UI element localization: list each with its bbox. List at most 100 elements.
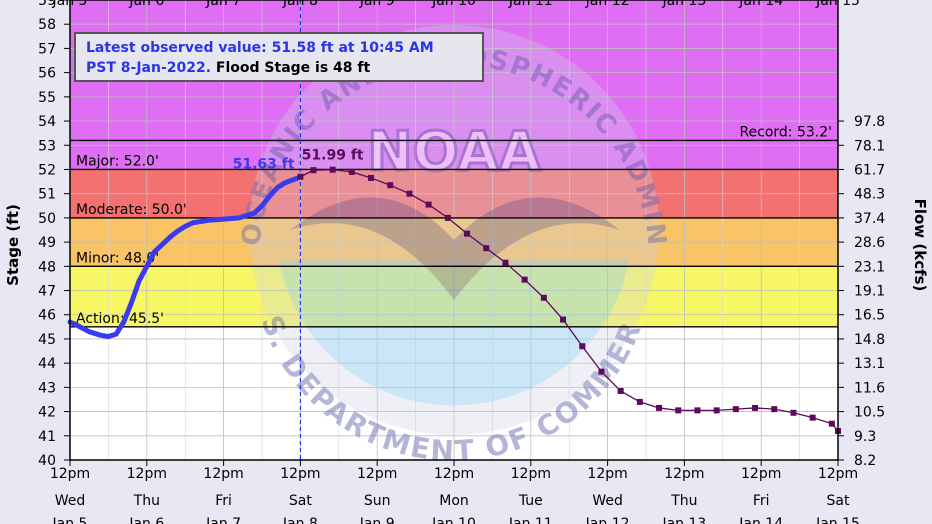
y2-tick-label: 14.8	[854, 332, 885, 348]
x-tick-date: Jan 15	[815, 516, 860, 524]
threshold-label: Action: 45.5'	[76, 311, 164, 327]
forecast-point	[656, 404, 663, 411]
y2-tick-label: 37.4	[854, 211, 885, 227]
x-tick-day: Thu	[133, 493, 160, 509]
y-tick-label: 58	[38, 17, 56, 33]
y-tick-label: 50	[38, 211, 56, 227]
top-date-label: Jan 10	[431, 0, 476, 9]
y-axis-left: 40 41 42 43 44 45 46 47 48 49 50 51 52 53 54 55 56 57 58 59	[38, 0, 70, 469]
y-tick-label: 46	[38, 308, 56, 324]
x-tick-time: 12pm	[127, 466, 167, 482]
y-tick-label: 45	[38, 332, 56, 348]
y-tick-label: 42	[38, 405, 56, 421]
top-date-label: Jan 6	[128, 0, 164, 9]
y2-tick-label: 28.6	[854, 235, 885, 251]
latest-observation-box: Latest observed value: 51.58 ft at 10:45…	[74, 32, 484, 82]
x-tick-date: Jan 6	[128, 516, 164, 524]
forecast-point	[310, 167, 317, 174]
top-date-label: Jan 14	[738, 0, 783, 9]
flood-stage-text: Flood Stage is 48 ft	[215, 60, 371, 76]
noaa-watermark-ring	[249, 25, 659, 435]
forecast-point	[387, 182, 394, 189]
forecast-point	[713, 407, 720, 414]
top-date-label: Jan 5	[52, 0, 88, 9]
x-tick-day: Sun	[364, 493, 391, 509]
threshold-label: Minor: 48.0'	[76, 250, 159, 266]
latest-observation-date: PST 8-Jan-2022.	[86, 60, 212, 76]
x-tick-day: Tue	[518, 493, 543, 509]
x-tick-day: Wed	[592, 493, 623, 509]
forecast-point	[752, 404, 759, 411]
forecast-point	[579, 343, 586, 350]
y2-tick-label: 97.8	[854, 114, 885, 130]
forecast-point	[560, 316, 567, 323]
y2-tick-label: 11.6	[854, 380, 885, 396]
x-tick-date: Jan 14	[738, 516, 783, 524]
top-date-label: Jan 8	[282, 0, 318, 9]
x-tick-time: 12pm	[511, 466, 551, 482]
threshold-label: Major: 52.0'	[76, 153, 159, 169]
x-tick-time: 12pm	[587, 466, 627, 482]
y-tick-label: 52	[38, 162, 56, 178]
y-tick-label: 47	[38, 284, 56, 300]
forecast-point	[425, 201, 432, 208]
x-tick-time: 12pm	[280, 466, 320, 482]
gridlines	[69, 0, 839, 461]
y2-tick-label: 19.1	[854, 284, 885, 300]
y2-tick-label: 78.1	[854, 138, 885, 154]
top-date-label: Jan 15	[815, 0, 860, 9]
noaa-watermark-gull	[290, 197, 620, 300]
latest-observation-line2: PST 8-Jan-2022. Flood Stage is 48 ft	[86, 58, 472, 78]
noaa-watermark-center: NOAA	[367, 120, 540, 183]
forecast-point	[348, 168, 355, 175]
y-axis-right: 8.2 9.3 10.5 11.6 13.1 14.8 16.5 19.1 23.1 28.6 37…	[838, 114, 885, 469]
y-tick-label: 44	[38, 356, 56, 372]
forecast-point	[521, 276, 528, 283]
x-tick-date: Jan 10	[431, 516, 476, 524]
forecast-point	[329, 166, 336, 173]
x-tick-time: 12pm	[434, 466, 474, 482]
forecast-series-line	[300, 169, 839, 432]
y-tick-label: 53	[38, 138, 56, 154]
y-tick-label: 59	[38, 0, 56, 9]
x-tick-time: 12pm	[741, 466, 781, 482]
y-tick-label: 49	[38, 235, 56, 251]
x-axis: 12pm Wed Jan 5 12pm Thu Jan 6 12pm Fri Jan 7 12pm…	[50, 460, 860, 524]
x-tick-day: Fri	[753, 493, 770, 509]
top-date-axis: Jan 5 Jan 6 Jan 7 Jan 8 Jan 9 Jan 10 Jan 11 Jan…	[52, 0, 860, 9]
y-tick-label: 51	[38, 187, 56, 203]
y2-tick-label: 16.5	[854, 308, 885, 324]
forecast-point	[368, 174, 375, 181]
forecast-point	[464, 230, 471, 237]
x-tick-day: Sat	[827, 493, 850, 509]
observed-series-line	[67, 175, 300, 340]
y-tick-label: 40	[38, 453, 56, 469]
x-tick-day: Thu	[670, 493, 697, 509]
x-tick-day: Mon	[439, 493, 469, 509]
x-tick-time: 12pm	[50, 466, 90, 482]
forecast-point	[828, 420, 835, 427]
x-tick-date: Jan 9	[359, 516, 395, 524]
y2-tick-label: 13.1	[854, 356, 885, 372]
x-tick-time: 12pm	[357, 466, 397, 482]
x-tick-time: 12pm	[203, 466, 243, 482]
x-tick-date: Jan 8	[282, 516, 318, 524]
y2-tick-label: 61.7	[854, 162, 885, 178]
y2-tick-label: 23.1	[854, 259, 885, 275]
peak-labels: 51.63 ft 51.99 ft	[233, 148, 364, 173]
y2-tick-label: 48.3	[854, 187, 885, 203]
x-tick-day: Sat	[289, 493, 312, 509]
forecast-peak-label: 51.99 ft	[302, 148, 364, 164]
forecast-point	[540, 294, 547, 301]
observed-peak-label: 51.63 ft	[233, 156, 295, 172]
forecast-point	[617, 388, 624, 394]
series-lines	[67, 166, 841, 434]
forecast-point	[809, 414, 816, 421]
top-date-label: Jan 12	[585, 0, 630, 9]
y-tick-label: 56	[38, 66, 56, 82]
y-axis-title: Stage (ft)	[4, 204, 22, 286]
top-date-label: Jan 7	[205, 0, 241, 9]
x-tick-time: 12pm	[664, 466, 704, 482]
forecast-point	[636, 398, 643, 405]
y2-tick-label: 10.5	[854, 405, 885, 421]
